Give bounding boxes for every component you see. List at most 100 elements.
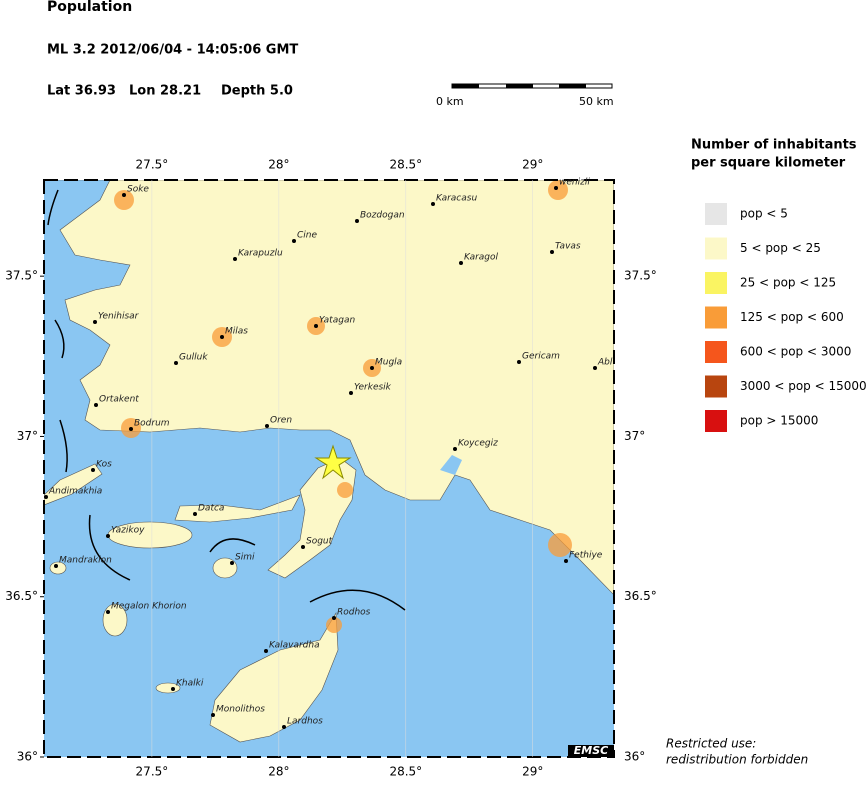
legend-title: Number of inhabitants <box>691 138 857 153</box>
lat-label: 36.5° <box>5 589 38 603</box>
city-dot <box>230 561 234 565</box>
note: redistribution forbidden <box>666 753 808 767</box>
city-label: Rodhos <box>337 608 371 618</box>
lon-label: 28.5° <box>389 765 422 779</box>
legend-label: 25 < pop < 125 <box>740 276 836 290</box>
scale-start: 0 km <box>436 95 464 108</box>
city-dot <box>91 468 95 472</box>
title: Population <box>47 0 132 15</box>
lat-label: 37.5° <box>5 269 38 283</box>
lat-label: 36.5° <box>624 589 657 603</box>
city-label: Karapuzlu <box>238 249 283 259</box>
city-dot <box>332 616 336 620</box>
depth: Depth 5.0 <box>221 84 293 99</box>
legend-swatch <box>705 237 727 260</box>
city-label: Fethiye <box>569 551 603 561</box>
city-label: Yenihisar <box>98 312 140 322</box>
city-label: Gericam <box>522 352 560 362</box>
city-dot <box>301 545 305 549</box>
city-dot <box>593 366 597 370</box>
legend-label: 3000 < pop < 15000 <box>740 379 866 393</box>
city-label: Mandrakion <box>59 556 112 566</box>
city-label: Cine <box>297 231 317 241</box>
lon-label: 29° <box>522 158 543 172</box>
city-label: Yazikoy <box>111 526 145 536</box>
epicenter <box>314 444 352 480</box>
city-dot <box>211 713 215 717</box>
city-label: Lardhos <box>287 717 323 727</box>
lon-label: 28° <box>268 765 289 779</box>
city-label: Koycegiz <box>458 439 498 449</box>
city-label: Sogut <box>306 537 333 547</box>
lat-label: 36° <box>624 750 645 764</box>
lon-label: 28.5° <box>389 158 422 172</box>
city-dot <box>233 257 237 261</box>
city-dot <box>193 512 197 516</box>
city-label: Tavas <box>555 242 581 252</box>
city-dot <box>431 202 435 206</box>
legend-title: per square kilometer <box>691 156 846 171</box>
scale-bar <box>451 83 613 89</box>
legend-label: 125 < pop < 600 <box>740 310 844 324</box>
city-label: Datca <box>198 504 224 514</box>
city-label: Kalavardha <box>269 641 320 651</box>
city-dot <box>106 534 110 538</box>
city-dot <box>355 219 359 223</box>
city-dot <box>349 391 353 395</box>
city-label: Milas <box>225 327 248 337</box>
city-dot <box>122 193 126 197</box>
city-dot <box>453 447 457 451</box>
city-dot <box>292 239 296 243</box>
city-dot <box>264 649 268 653</box>
city-label: Monolithos <box>216 705 265 715</box>
lon-label: 28° <box>268 158 289 172</box>
city-label: Ortakent <box>99 395 139 405</box>
city-dot <box>44 495 48 499</box>
city-dot <box>54 564 58 568</box>
city-label: Mugla <box>375 358 402 368</box>
legend-swatch <box>705 375 727 398</box>
city-label: Yerkesik <box>354 383 392 393</box>
map-frame <box>43 179 615 758</box>
lat-label: 36° <box>17 750 38 764</box>
city-label: wenizli <box>559 178 590 188</box>
note: Restricted use: <box>666 737 756 751</box>
legend-swatch <box>705 306 727 329</box>
city-label: Bodrum <box>134 419 170 429</box>
city-label: Soke <box>127 185 149 195</box>
emsc-badge: EMSC <box>574 744 608 757</box>
legend-label: 600 < pop < 3000 <box>740 345 851 359</box>
city-dot <box>93 320 97 324</box>
city-dot <box>265 424 269 428</box>
lon-label: 27.5° <box>136 765 169 779</box>
city-label: Megalon Khorion <box>111 602 187 612</box>
lon-label: 29° <box>522 765 543 779</box>
city-label: Kos <box>96 460 112 470</box>
city-label: Oren <box>270 416 292 426</box>
legend-swatch <box>705 341 727 363</box>
lat-label: 37.5° <box>624 269 657 283</box>
city-dot <box>171 687 175 691</box>
legend-swatch <box>705 203 727 225</box>
map: EMSC <box>44 180 614 757</box>
lat: Lat 36.93 <box>47 84 116 99</box>
city-label: Simi <box>235 553 255 563</box>
city-dot <box>94 403 98 407</box>
city-dot <box>220 335 224 339</box>
city-dot <box>550 250 554 254</box>
city-dot <box>174 361 178 365</box>
city-label: Gulluk <box>179 353 208 363</box>
city-dot <box>459 261 463 265</box>
city-dot <box>129 427 133 431</box>
city-label: Karagol <box>464 253 499 263</box>
city-dot <box>517 360 521 364</box>
city-label: Andimakhia <box>48 487 102 497</box>
city-dot <box>370 366 374 370</box>
event-info: ML 3.2 2012/06/04 - 14:05:06 GMT <box>47 43 298 58</box>
legend-label: 5 < pop < 25 <box>740 241 821 255</box>
lon-label: 27.5° <box>136 158 169 172</box>
lat-label: 37° <box>17 429 38 443</box>
city-dot <box>314 324 318 328</box>
